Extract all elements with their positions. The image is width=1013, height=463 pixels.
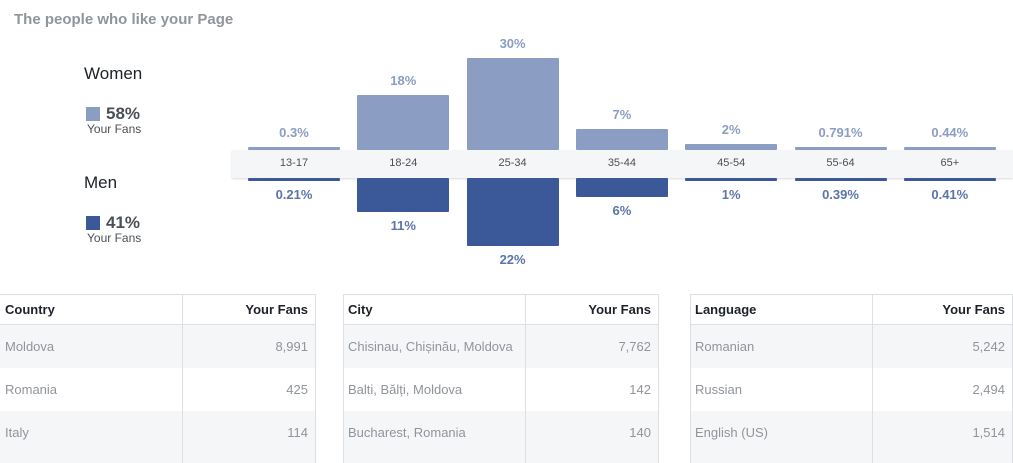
- row-fan-count: 425: [286, 382, 308, 397]
- women-bar-65+[interactable]: [903, 147, 996, 150]
- row-name: Romania: [5, 382, 58, 397]
- women-swatch: [86, 107, 100, 121]
- women-value-55-64: 0.791%: [818, 125, 863, 140]
- age-label-13-17: 13-17: [279, 157, 309, 169]
- women-bar-18-24[interactable]: [357, 94, 450, 150]
- women-value-25-34: 30%: [499, 36, 526, 51]
- women-value-35-44: 7%: [612, 106, 632, 122]
- row-fan-count: 140: [629, 425, 651, 440]
- table-border-right: [315, 294, 316, 463]
- column-header-country[interactable]: Country: [5, 302, 55, 317]
- table-row: Moldova 8,991: [0, 325, 316, 368]
- men-bar-18-24[interactable]: [357, 178, 450, 212]
- row-fan-count: 114: [287, 425, 308, 440]
- table-row: Balti, Bălți, Moldova 142: [343, 368, 659, 411]
- column-header-your-fans[interactable]: Your Fans: [245, 302, 308, 317]
- row-name: English (US): [695, 425, 768, 440]
- row-name: Italy: [5, 425, 29, 440]
- table-header: Language Your Fans: [690, 294, 1013, 325]
- column-divider: [182, 294, 183, 463]
- table-row: Italy 114: [0, 411, 316, 454]
- women-value-65+: 0.44%: [931, 125, 969, 140]
- table-border-left: [343, 294, 344, 463]
- men-bar-45-54[interactable]: [685, 178, 778, 182]
- women-fans-caption: Your Fans: [87, 122, 142, 136]
- men-bar-55-64[interactable]: [794, 178, 887, 181]
- age-label-45-54: 45-54: [717, 157, 746, 169]
- row-fan-count: 7,762: [618, 339, 651, 354]
- men-fans-caption: Your Fans: [87, 231, 142, 245]
- men-value-35-44: 6%: [612, 202, 632, 218]
- table-country: Country Your Fans Moldova 8,991 Romania 425 It…: [0, 294, 316, 463]
- row-fan-count: 5,242: [972, 339, 1005, 354]
- age-label-35-44: 35-44: [607, 157, 636, 169]
- women-percentage: 58%: [106, 104, 141, 123]
- men-value-45-54: 1%: [721, 187, 741, 203]
- table-row: Romanian 5,242: [690, 325, 1013, 368]
- table-row-partial: [0, 454, 316, 463]
- column-header-your-fans[interactable]: Your Fans: [588, 302, 651, 317]
- men-bar-65+[interactable]: [903, 178, 996, 181]
- table-row: Romania 425: [0, 368, 316, 411]
- women-bar-35-44[interactable]: [575, 128, 668, 150]
- row-name: Romanian: [695, 339, 755, 354]
- column-header-your-fans[interactable]: Your Fans: [942, 302, 1005, 317]
- column-divider: [872, 294, 873, 463]
- table-language: Language Your Fans Romanian 5,242 Russian 2,4…: [690, 294, 1013, 463]
- table-row: Bucharest, Romania 140: [343, 411, 659, 454]
- women-legend: 58%: [86, 104, 140, 124]
- table-row: English (US) 1,514: [690, 411, 1013, 454]
- women-label: Women: [84, 64, 143, 83]
- men-value-13-17: 0.21%: [275, 187, 313, 202]
- row-fan-count: 142: [629, 382, 651, 397]
- row-name: Bucharest, Romania: [348, 425, 466, 440]
- age-label-55-64: 55-64: [826, 157, 855, 169]
- table-header: Country Your Fans: [0, 294, 316, 325]
- age-axis-band: [232, 150, 1013, 178]
- women-bar-13-17[interactable]: [248, 147, 340, 150]
- table-border-right: [658, 294, 659, 463]
- women-value-18-24: 18%: [390, 72, 417, 88]
- men-percentage: 41%: [106, 213, 141, 232]
- row-fan-count: 2,494: [972, 382, 1005, 397]
- age-gender-chart: 13-17 0.3% 0.21% 18-24 18% 11% 25-34 30% 22% 35-4…: [232, 36, 1013, 267]
- table-row: Chisinau, Chișinău, Moldova 7,762: [343, 325, 659, 368]
- men-value-55-64: 0.39%: [822, 187, 859, 202]
- row-name: Balti, Bălți, Moldova: [348, 382, 463, 397]
- table-header: City Your Fans: [343, 294, 659, 325]
- men-bar-35-44[interactable]: [575, 178, 668, 197]
- men-value-25-34: 22%: [499, 252, 526, 267]
- women-bar-55-64[interactable]: [794, 147, 887, 150]
- women-bar-25-34[interactable]: [466, 58, 559, 150]
- men-bar-25-34[interactable]: [466, 178, 559, 246]
- table-city: City Your Fans Chisinau, Chișinău, Moldova…: [343, 294, 659, 463]
- men-value-18-24: 11%: [390, 218, 416, 233]
- men-legend: 41%: [86, 213, 140, 233]
- men-bar-13-17[interactable]: [248, 178, 340, 181]
- men-label: Men: [84, 173, 118, 192]
- women-value-45-54: 2%: [721, 121, 741, 137]
- row-fan-count: 1,514: [972, 425, 1005, 440]
- women-bar-45-54[interactable]: [685, 143, 778, 150]
- column-header-language[interactable]: Language: [695, 302, 757, 317]
- table-row: Russian 2,494: [690, 368, 1013, 411]
- men-swatch: [86, 216, 100, 230]
- page-title: The people who like your Page: [14, 11, 234, 28]
- row-name: Chisinau, Chișinău, Moldova: [348, 339, 513, 354]
- row-name: Moldova: [5, 339, 55, 354]
- column-header-city[interactable]: City: [348, 302, 373, 317]
- table-row-partial: [343, 454, 659, 463]
- column-divider: [525, 294, 526, 463]
- table-border-left: [690, 294, 691, 463]
- row-fan-count: 8,991: [275, 339, 308, 354]
- age-label-65+: 65+: [940, 157, 960, 169]
- row-name: Russian: [695, 382, 742, 397]
- age-label-25-34: 25-34: [498, 157, 527, 169]
- age-label-18-24: 18-24: [389, 157, 418, 169]
- table-row-partial: [690, 454, 1013, 463]
- women-value-13-17: 0.3%: [279, 125, 309, 140]
- men-value-65+: 0.41%: [931, 187, 969, 202]
